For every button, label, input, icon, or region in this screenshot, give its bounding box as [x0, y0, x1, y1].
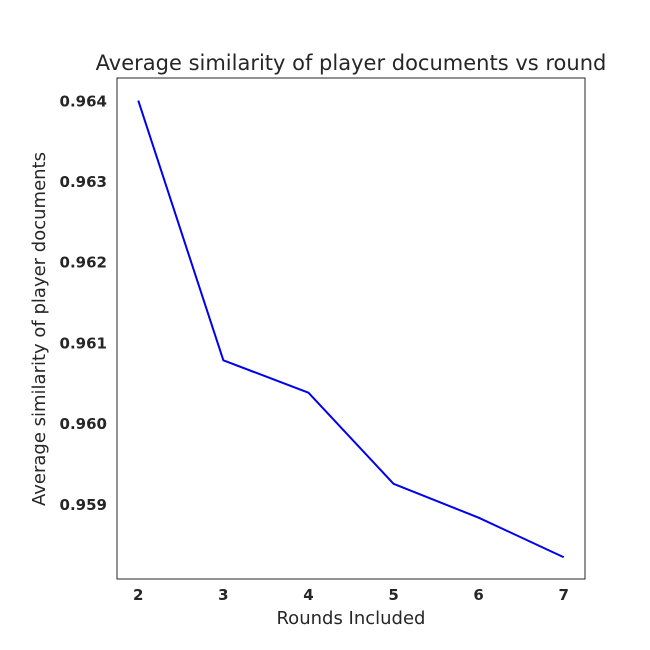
chart-title: Average similarity of player documents v… — [96, 51, 607, 75]
x-axis-ticks: 2 3 4 5 6 7 — [133, 586, 569, 604]
x-tick-label: 7 — [559, 586, 569, 604]
y-tick-label: 0.960 — [60, 415, 107, 433]
series-layer — [137, 100, 565, 559]
y-tick-label: 0.962 — [60, 254, 107, 272]
x-tick-label: 6 — [473, 586, 483, 604]
data-point — [563, 556, 565, 558]
plot-area-frame — [116, 77, 586, 580]
series-line — [137, 100, 565, 559]
y-axis-ticks: 0.959 0.960 0.961 0.962 0.963 0.964 — [60, 92, 107, 513]
y-axis-label: Average similarity of player documents — [29, 152, 50, 506]
data-point — [222, 359, 224, 361]
y-tick-label: 0.964 — [60, 92, 107, 110]
y-tick-label: 0.959 — [60, 496, 107, 514]
x-tick-label: 5 — [388, 586, 398, 604]
x-tick-label: 3 — [218, 586, 228, 604]
x-tick-label: 2 — [133, 586, 143, 604]
data-point — [393, 483, 395, 485]
data-point — [478, 517, 480, 519]
data-point — [137, 100, 139, 102]
y-tick-label: 0.961 — [60, 334, 107, 352]
x-axis-label: Rounds Included — [276, 608, 425, 629]
y-tick-label: 0.963 — [60, 173, 107, 191]
x-tick-label: 4 — [303, 586, 313, 604]
data-point — [307, 392, 309, 394]
